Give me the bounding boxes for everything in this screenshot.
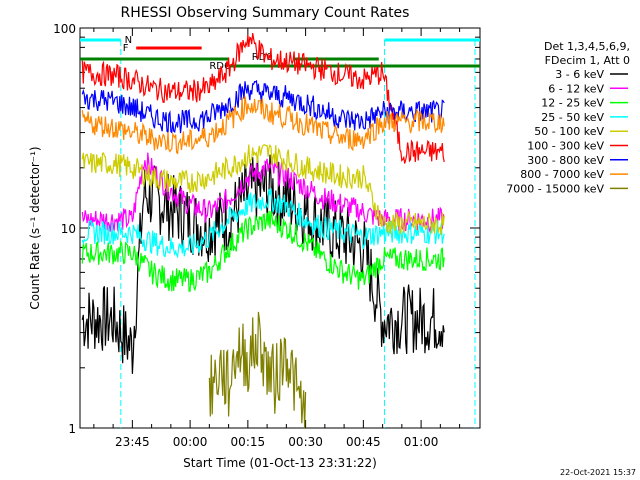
x-tick-label: 00:45 — [346, 435, 381, 449]
annotation-rd6-label: RD6 — [209, 61, 230, 72]
legend-label-0: 3 - 6 keV — [555, 68, 604, 81]
legend-label-7: 800 - 7000 keV — [520, 168, 604, 181]
legend-label-3: 25 - 50 keV — [541, 111, 604, 124]
series-line-7 — [81, 96, 445, 155]
y-tick-label: 10 — [61, 222, 76, 236]
legend-label-2: 12 - 25 keV — [541, 97, 604, 110]
y-tick-label: 100 — [53, 22, 76, 36]
series-line-0 — [81, 154, 445, 374]
series-line-5 — [81, 32, 445, 164]
legend-label-4: 50 - 100 keV — [534, 125, 604, 138]
annotation-flare-label: F — [123, 43, 129, 54]
chart-title: RHESSI Observing Summary Count Rates — [121, 5, 410, 21]
legend-header-line1: Det 1,3,4,5,6,9, — [544, 40, 630, 53]
x-tick-label: 00:15 — [231, 435, 266, 449]
legend-label-5: 100 - 300 keV — [527, 140, 604, 153]
y-tick-label: 1 — [68, 422, 76, 436]
x-tick-label: 00:00 — [173, 435, 208, 449]
x-tick-label: 23:45 — [115, 435, 150, 449]
x-tick-label: 01:00 — [404, 435, 439, 449]
series-line-6 — [81, 79, 445, 135]
series-line-4 — [81, 143, 445, 236]
series-line-8 — [208, 311, 307, 429]
series-line-2 — [81, 210, 445, 292]
x-axis-label: Start Time (01-Oct-13 23:31:22) — [183, 456, 377, 470]
footer-timestamp: 22-Oct-2021 15:37 — [560, 468, 636, 477]
series-line-3 — [81, 188, 445, 259]
y-axis-label: Count Rate (s⁻¹ detector⁻¹) — [28, 146, 42, 309]
legend-label-1: 6 - 12 keV — [548, 82, 604, 95]
legend-label-8: 7000 - 15000 keV — [506, 182, 604, 195]
legend-header-line2: FDecim 1, Att 0 — [545, 54, 630, 67]
legend-label-6: 300 - 800 keV — [527, 154, 604, 167]
annotation-night-label: N — [125, 35, 132, 46]
x-tick-label: 00:30 — [288, 435, 323, 449]
annotation-rd0-label: RD0 — [252, 52, 273, 63]
